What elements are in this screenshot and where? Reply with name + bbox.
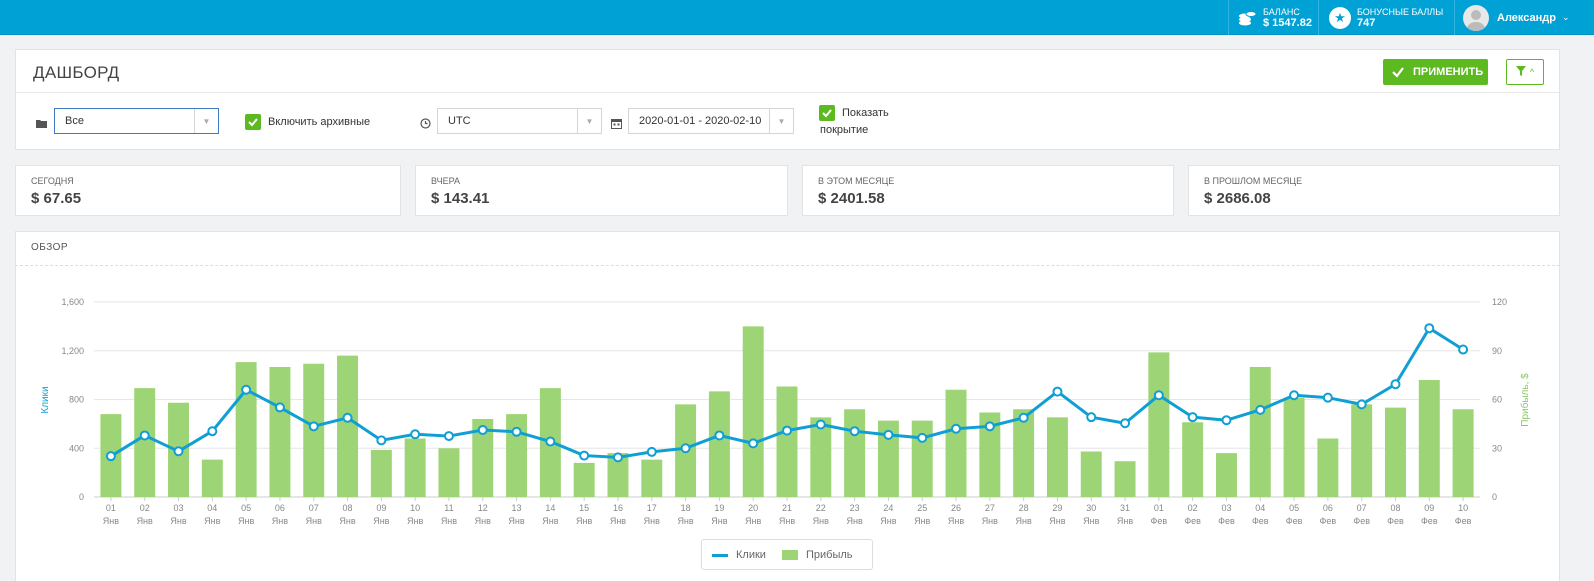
legend-bar-swatch [782,550,798,560]
chart-legend[interactable]: Клики Прибыль [701,539,873,570]
legend-label-clicks: Клики [736,549,766,561]
campaign-select-value: Все [65,115,84,127]
stat-label: В ЭТОМ МЕСЯЦЕ [818,176,895,186]
stat-label: В ПРОШЛОМ МЕСЯЦЕ [1204,176,1303,186]
chevron-down-icon: ▼ [577,109,601,133]
stat-value: $ 143.41 [431,190,490,207]
clock-icon [420,116,431,134]
balance-widget[interactable]: БАЛАНС $ 1547.82 [1228,0,1318,35]
date-range-select[interactable]: 2020-01-01 - 2020-02-10 ▼ [628,108,794,134]
star-badge-icon: ★ [1329,6,1351,29]
bonus-label: БОНУСНЫЕ БАЛЛЫ [1357,6,1444,17]
check-icon [822,109,832,118]
date-range-value: 2020-01-01 - 2020-02-10 [639,115,762,127]
stat-this-month: В ЭТОМ МЕСЯЦЕ $ 2401.58 [802,165,1174,216]
stat-value: $ 2686.08 [1204,190,1271,207]
timezone-select[interactable]: UTC ▼ [437,108,602,134]
show-coverage-checkbox[interactable] [819,105,835,121]
stat-label: ВЧЕРА [431,176,461,186]
include-archived-checkbox[interactable] [245,114,261,130]
divider [16,92,1559,93]
balance-label: БАЛАНС [1263,6,1300,17]
balance-value: $ 1547.82 [1263,16,1312,29]
stat-yesterday: ВЧЕРА $ 143.41 [415,165,788,216]
filter-icon [1515,65,1526,79]
overview-panel [15,231,1560,581]
user-name: Александр [1497,11,1556,24]
overview-title: ОБЗОР [31,242,69,253]
show-coverage-label-line2: покрытие [820,124,869,136]
folder-icon [36,116,48,134]
check-icon [1392,67,1404,78]
bonus-widget[interactable]: ★ БОНУСНЫЕ БАЛЛЫ 747 [1318,0,1454,35]
coins-icon [1237,8,1257,28]
campaign-select[interactable]: Все ▼ [54,108,219,134]
page-title: ДАШБОРД [33,63,120,82]
stat-last-month: В ПРОШЛОМ МЕСЯЦЕ $ 2686.08 [1188,165,1560,216]
dashboard-panel: ДАШБОРД [15,49,1560,150]
legend-line-swatch [712,554,728,557]
calendar-icon [611,116,622,134]
show-coverage-label-line1: Показать [842,107,889,119]
chevron-down-icon: ▼ [769,109,793,133]
stat-value: $ 67.65 [31,190,82,207]
chevron-down-icon: ▼ [194,109,218,133]
filter-toggle-button[interactable]: ^ [1506,59,1544,85]
apply-button[interactable]: ПРИМЕНИТЬ [1383,59,1488,85]
top-bar: БАЛАНС $ 1547.82 ★ БОНУСНЫЕ БАЛЛЫ 747 Ал… [0,0,1594,35]
user-menu[interactable]: Александр ⌄ [1454,0,1594,35]
stat-today: СЕГОДНЯ $ 67.65 [15,165,401,216]
apply-button-label: ПРИМЕНИТЬ [1413,66,1484,78]
divider [15,265,1560,266]
stat-label: СЕГОДНЯ [31,176,74,186]
include-archived-label: Включить архивные [268,116,371,128]
bonus-value: 747 [1357,16,1376,29]
timezone-select-value: UTC [448,115,471,127]
check-icon [248,118,258,127]
avatar [1463,4,1489,31]
chevron-up-icon: ^ [1529,67,1535,77]
chevron-down-icon: ⌄ [1561,12,1570,22]
legend-label-profit: Прибыль [806,549,853,561]
stat-value: $ 2401.58 [818,190,885,207]
